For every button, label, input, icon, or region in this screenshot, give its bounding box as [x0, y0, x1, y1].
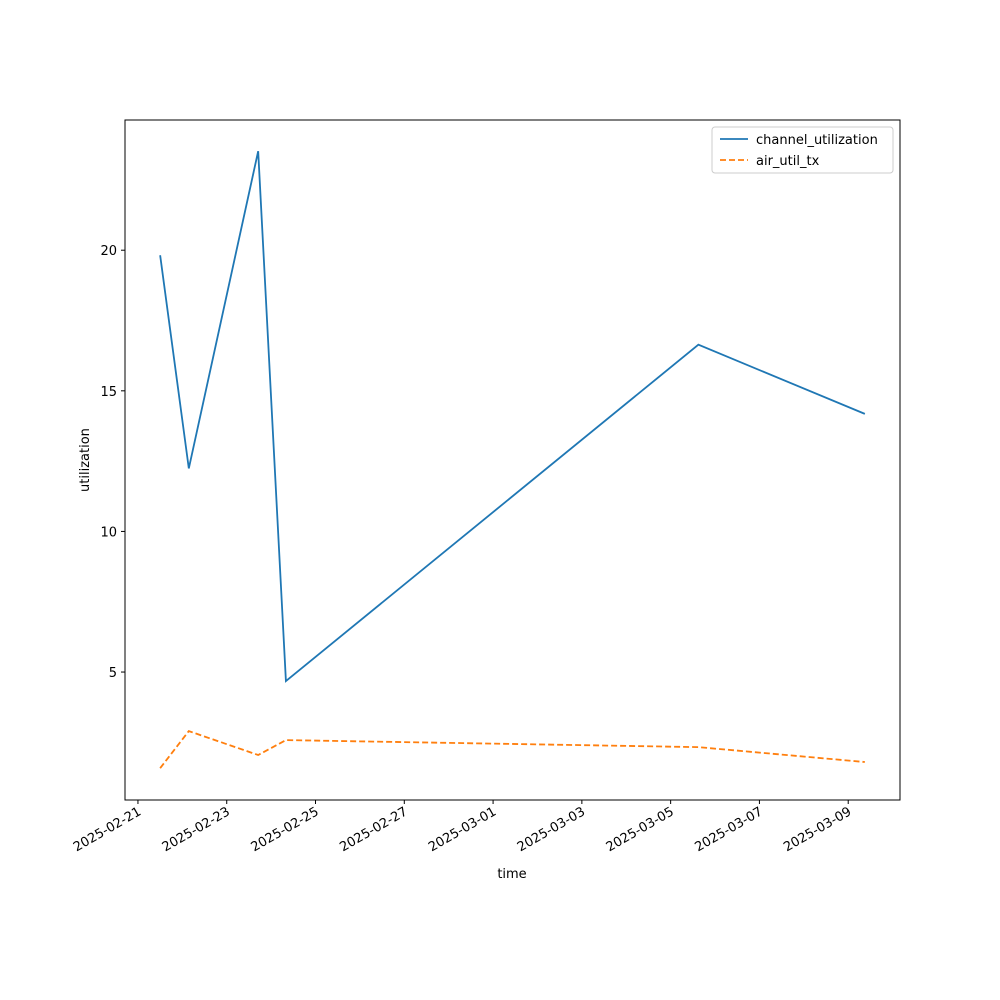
legend-label: air_util_tx [756, 154, 820, 169]
plot-frame [124, 119, 901, 801]
y-tick-label: 15 [100, 385, 117, 400]
y-tick-label: 20 [100, 244, 117, 259]
y-tick-label: 5 [109, 666, 117, 681]
legend-box [711, 126, 894, 174]
y-axis-label: utilization [78, 428, 93, 492]
series-line [159, 151, 866, 683]
x-axis-label: time [497, 867, 526, 882]
y-tick-label: 10 [100, 525, 117, 540]
legend-label: channel_utilization [756, 133, 878, 148]
legend: channel_utilization air_util_tx [711, 126, 894, 174]
series-line [159, 730, 865, 769]
